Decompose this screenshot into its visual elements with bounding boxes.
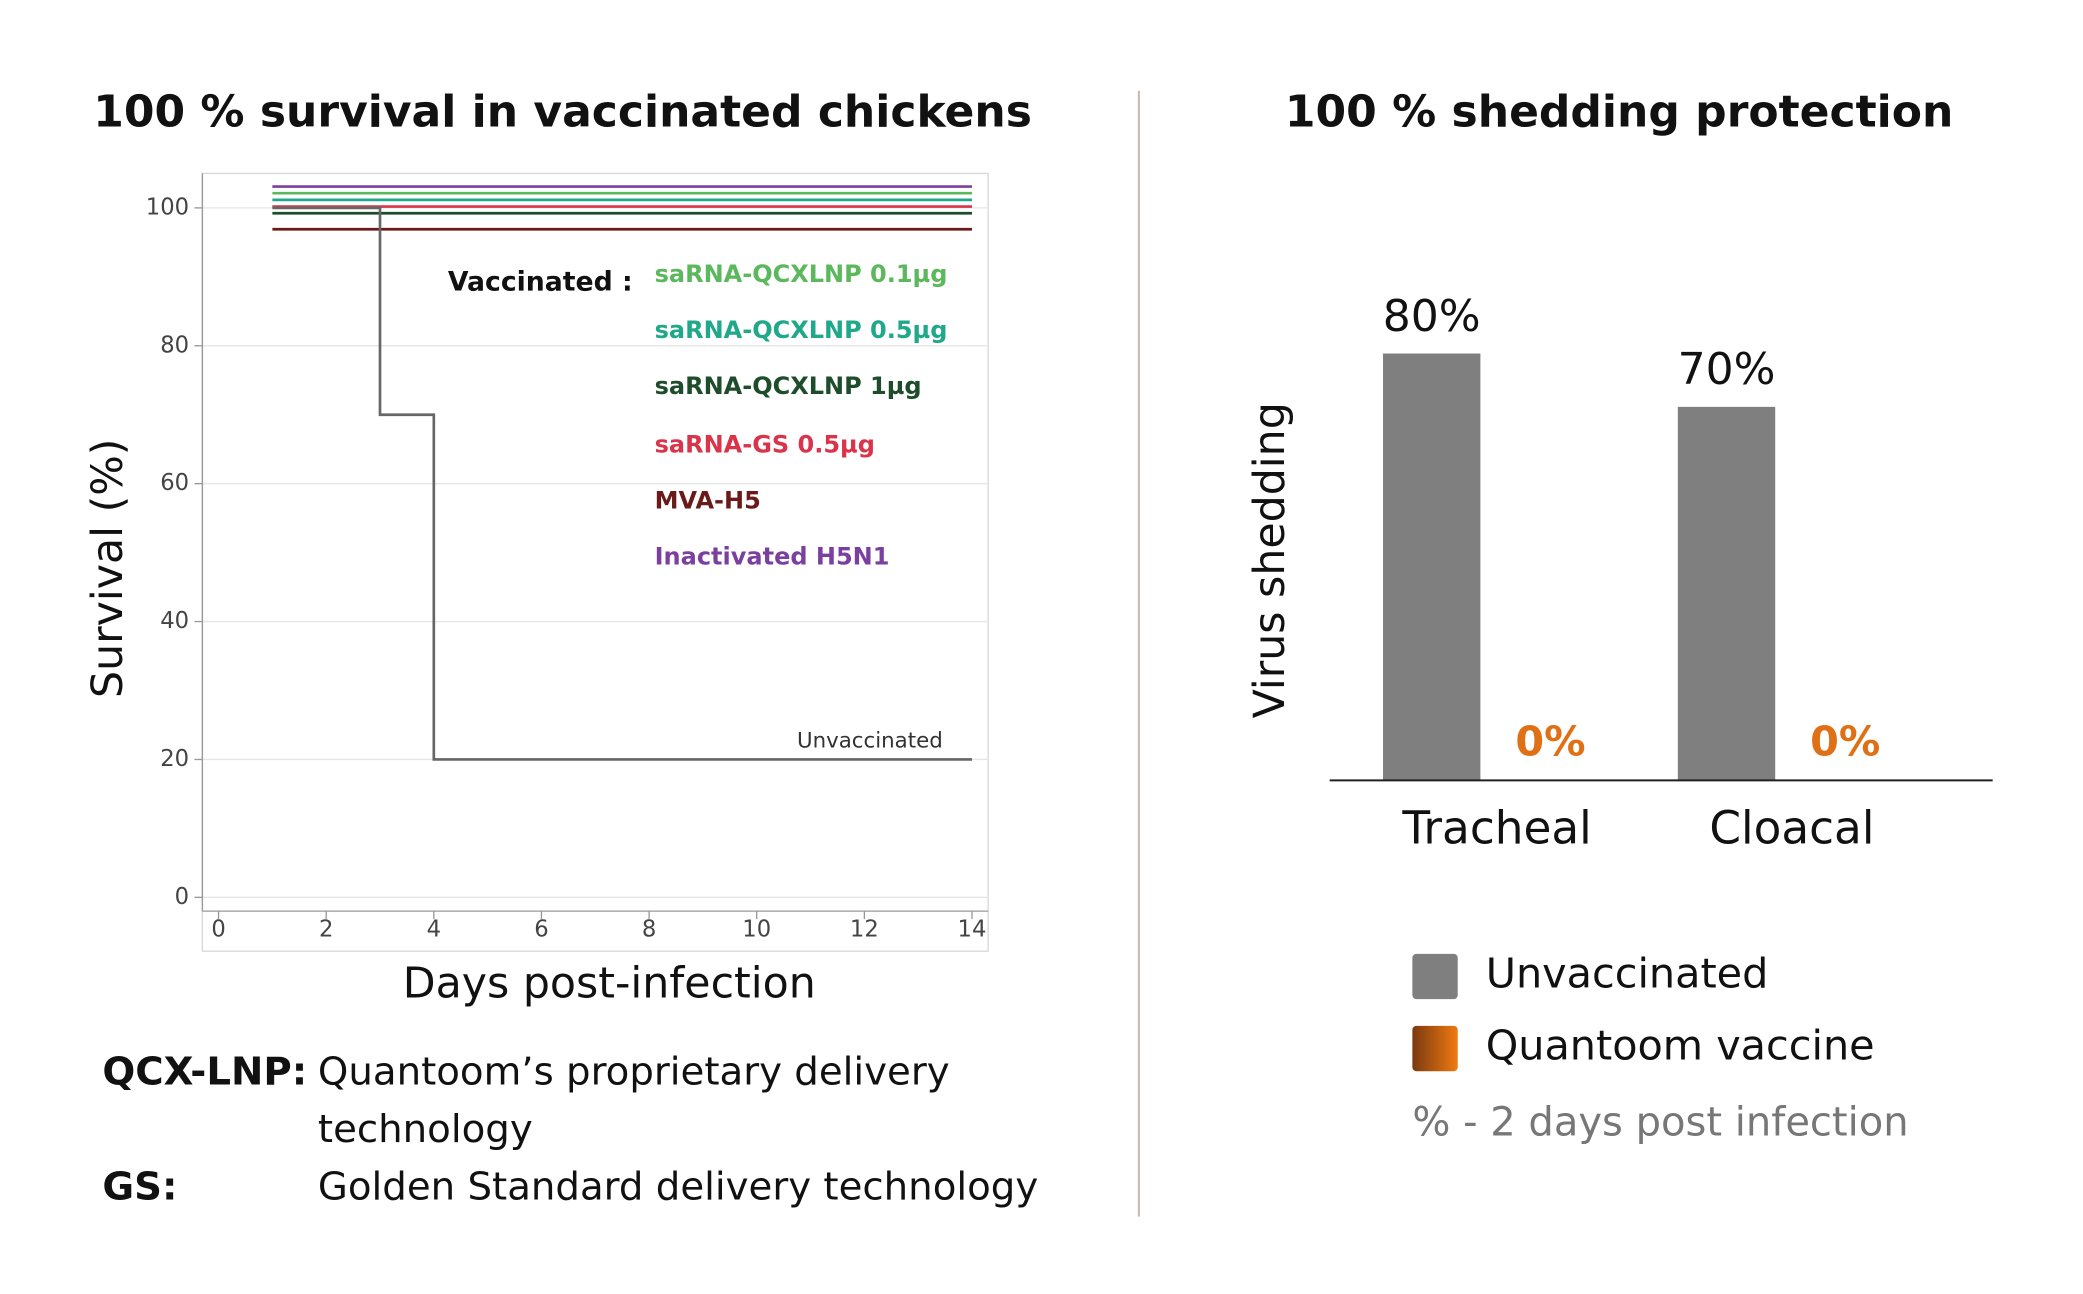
value-label: 0% bbox=[1515, 717, 1585, 765]
legend-label: Quantoom vaccine bbox=[1486, 1022, 1875, 1070]
legend-entry: MVA-H5 bbox=[655, 487, 761, 515]
line-label: Unvaccinated bbox=[797, 729, 943, 754]
legend-entry: saRNA-QCXLNP 0.5µg bbox=[655, 316, 948, 344]
x-tick-label: 6 bbox=[534, 916, 548, 942]
chart-title: 100 % survival in vaccinated chickens bbox=[93, 87, 1032, 138]
note-term: QCX-LNP: bbox=[102, 1048, 308, 1094]
value-label: 70% bbox=[1678, 344, 1776, 395]
x-tick-label: 14 bbox=[958, 916, 987, 942]
note-text: Quantoom’s proprietary delivery technolo… bbox=[317, 1048, 950, 1152]
note-term: GS: bbox=[102, 1163, 178, 1209]
legend-label: Unvaccinated bbox=[1486, 950, 1769, 998]
x-axis-label: Days post-infection bbox=[403, 958, 816, 1008]
x-tick-label: 4 bbox=[427, 916, 441, 942]
y-tick-label: 80 bbox=[160, 332, 189, 358]
x-tick-label: 12 bbox=[850, 916, 879, 942]
bar bbox=[1383, 353, 1481, 781]
legend-swatch bbox=[1412, 953, 1458, 1000]
legend-entry: Inactivated H5N1 bbox=[655, 543, 890, 571]
legend-entry: saRNA-QCXLNP 0.1µg bbox=[655, 260, 948, 288]
bar bbox=[1677, 406, 1776, 781]
y-tick-label: 40 bbox=[160, 608, 189, 634]
legend-entry: saRNA-QCXLNP 1µg bbox=[655, 372, 922, 400]
note: % - 2 days post infection bbox=[1412, 1100, 1908, 1146]
x-tick-label: Tracheal bbox=[1401, 802, 1591, 855]
legend-swatch bbox=[1412, 1025, 1458, 1072]
survival-line bbox=[272, 206, 972, 761]
y-tick-label: 20 bbox=[160, 746, 189, 772]
x-tick-label: 8 bbox=[642, 916, 656, 942]
y-tick-label: 0 bbox=[175, 884, 189, 910]
footnotes: QCX-LNP: Quantoom’s proprietary delivery… bbox=[102, 1043, 1062, 1215]
value-label: 80% bbox=[1383, 291, 1481, 342]
footnote-list: QCX-LNP: Quantoom’s proprietary delivery… bbox=[102, 1043, 1062, 1215]
x-tick-label: 2 bbox=[319, 916, 333, 942]
chart-title: 100 % shedding protection bbox=[1285, 87, 1953, 138]
legend-entry: saRNA-GS 0.5µg bbox=[655, 431, 875, 459]
y-axis-label: Virus shedding bbox=[1245, 402, 1295, 718]
x-tick-label: 0 bbox=[211, 916, 225, 942]
x-tick-label: 10 bbox=[742, 916, 771, 942]
value-label: 0% bbox=[1810, 717, 1880, 765]
y-tick-label: 60 bbox=[160, 470, 189, 496]
x-tick-label: Cloacal bbox=[1709, 802, 1874, 855]
note-text: Golden Standard delivery technology bbox=[317, 1163, 1039, 1209]
y-axis-label: Survival (%) bbox=[83, 439, 133, 698]
legend-title: Vaccinated : bbox=[448, 266, 633, 297]
y-tick-label: 100 bbox=[146, 194, 189, 220]
